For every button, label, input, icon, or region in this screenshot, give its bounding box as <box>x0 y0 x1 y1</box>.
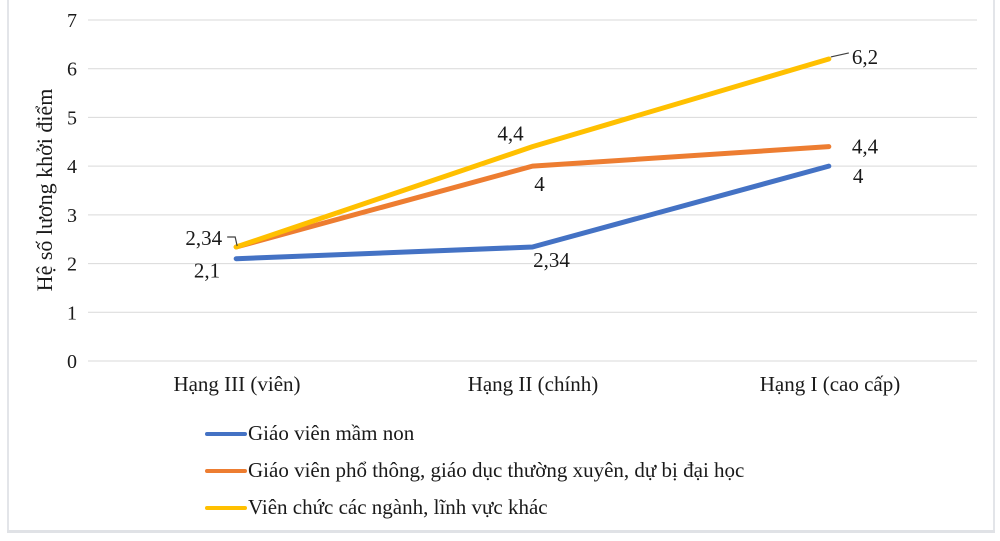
card-border-bottom <box>7 530 995 533</box>
series-line-0 <box>233 163 832 262</box>
legend-swatch-yellow-icon <box>205 505 247 510</box>
data-label: 2,34 <box>533 248 570 272</box>
legend-item-vien-chuc: Viên chức các ngành, lĩnh vực khác <box>205 495 744 520</box>
x-axis-label-hang-ii: Hạng II (chính) <box>467 372 599 396</box>
card-border-left <box>7 0 9 533</box>
legend-label: Giáo viên phổ thông, giáo dục thường xuy… <box>248 458 745 482</box>
legend-swatch-orange-icon <box>205 468 247 473</box>
data-label: 4,4 <box>852 135 879 159</box>
series-line-1 <box>233 144 832 250</box>
data-label-leader-line <box>830 52 849 58</box>
y-tick-label: 7 <box>67 10 77 32</box>
series-line-2 <box>233 56 832 250</box>
data-label: 4 <box>534 172 545 196</box>
y-axis-title: Hệ số lương khởi điểm <box>32 88 57 292</box>
data-label: 4 <box>853 164 864 188</box>
legend-label: Giáo viên mầm non <box>248 421 415 445</box>
legend-item-pho-thong: Giáo viên phổ thông, giáo dục thường xuy… <box>205 458 744 483</box>
legend-item-mam-non: Giáo viên mầm non <box>205 421 744 446</box>
legend-swatch-blue-icon <box>205 431 247 436</box>
y-tick-label: 4 <box>67 156 77 178</box>
x-axis-label-hang-i: Hạng I (cao cấp) <box>759 372 901 396</box>
y-tick-label: 5 <box>67 107 77 129</box>
y-tick-label: 3 <box>67 205 77 227</box>
y-tick-label: 1 <box>67 302 77 324</box>
legend: Giáo viên mầm non Giáo viên phổ thông, g… <box>205 421 744 520</box>
data-label: 4,4 <box>497 122 524 146</box>
data-label: 2,34 <box>185 226 222 250</box>
y-tick-label: 6 <box>67 59 77 81</box>
y-tick-label: 2 <box>67 254 77 276</box>
data-label: 6,2 <box>852 45 878 69</box>
data-label-leader-line <box>227 236 238 247</box>
legend-label: Viên chức các ngành, lĩnh vực khác <box>248 495 548 519</box>
x-axis-label-hang-iii: Hạng III (viên) <box>173 372 301 396</box>
data-label: 2,1 <box>194 259 220 283</box>
card-border-right <box>993 0 995 533</box>
y-tick-label: 0 <box>67 351 77 373</box>
